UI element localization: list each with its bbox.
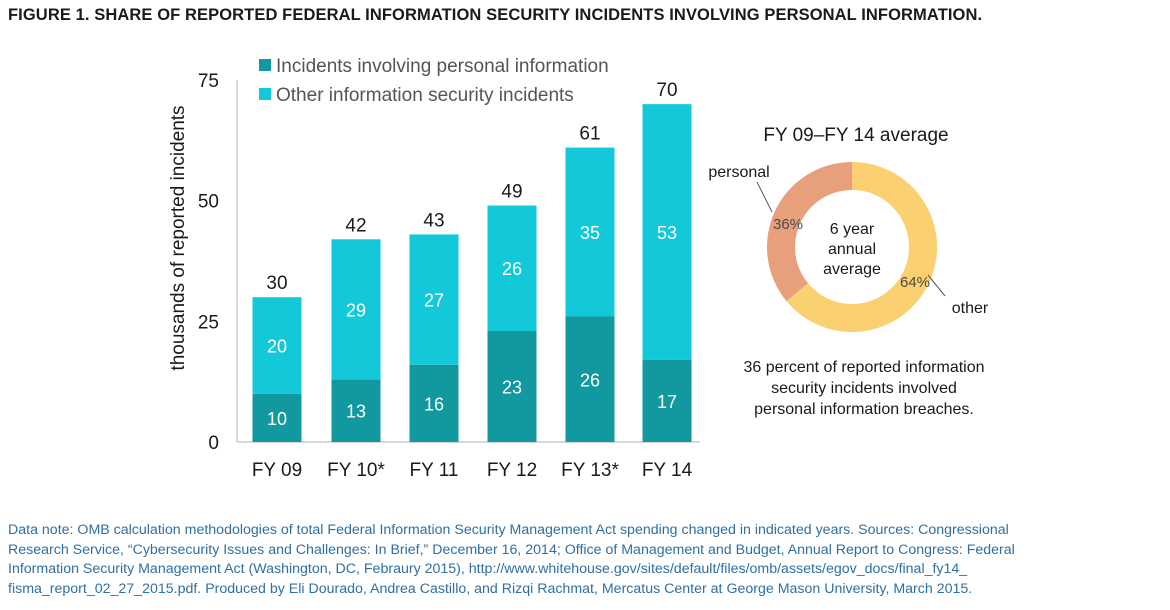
x-tick-label: FY 12 xyxy=(487,460,537,481)
slice-leader-other xyxy=(928,275,945,296)
bar-label-other: 27 xyxy=(424,291,444,311)
bar-label-other: 29 xyxy=(346,300,366,320)
bars: 10 20 30 13 29 42 16 27 43 23 26 49 26 35 61 17 53 70 xyxy=(253,80,692,442)
slice-value-personal: 36% xyxy=(773,216,803,233)
x-tick-label: FY 13* xyxy=(561,460,619,481)
donut-title: FY 09–FY 14 average xyxy=(763,125,948,146)
donut-chart: FY 09–FY 14 average 6 year annual averag… xyxy=(708,125,989,418)
donut-center-line-1: 6 year xyxy=(830,221,875,238)
bar-label-personal: 13 xyxy=(346,402,366,422)
data-note-line-3: Information Security Management Act (Was… xyxy=(8,560,1158,580)
legend: Incidents involving personal information… xyxy=(259,56,609,106)
legend-swatch-other xyxy=(259,88,271,100)
bar-label-other: 20 xyxy=(267,336,287,356)
bar-label-personal: 16 xyxy=(424,394,444,414)
bar-label-personal: 26 xyxy=(580,370,600,390)
bar-total-label: 61 xyxy=(579,124,600,145)
x-tick-label: FY 11 xyxy=(410,460,459,481)
bar-label-personal: 23 xyxy=(502,377,522,397)
y-ticks: 0 25 50 75 xyxy=(198,71,219,454)
slice-leader-personal xyxy=(757,182,772,212)
y-axis-label: thousands of reported incidents xyxy=(168,105,189,370)
data-note-line-2: Research Service, “Cybersecurity Issues … xyxy=(8,541,1158,561)
legend-label-personal: Incidents involving personal information xyxy=(276,56,609,77)
bar-label-other: 53 xyxy=(657,223,677,243)
donut-caption-line-3: personal information breaches. xyxy=(754,401,974,418)
data-note-line-4: fisma_report_02_27_2015.pdf. Produced by… xyxy=(8,580,1158,600)
legend-swatch-personal xyxy=(259,59,271,71)
slice-value-other: 64% xyxy=(900,274,930,291)
donut-center-line-3: average xyxy=(823,261,881,278)
slice-label-personal: personal xyxy=(708,164,769,181)
y-tick-label: 75 xyxy=(198,71,219,92)
data-note: Data note: OMB calculation methodologies… xyxy=(8,521,1158,599)
slice-label-other: other xyxy=(952,300,989,317)
bar-total-label: 70 xyxy=(656,80,677,101)
bar-total-label: 42 xyxy=(345,215,366,236)
donut-caption-line-2: security incidents involved xyxy=(771,380,957,397)
bar-label-personal: 10 xyxy=(267,409,287,429)
figure-chart: thousands of reported incidents 0255075 … xyxy=(0,0,1170,520)
y-tick-label: 50 xyxy=(198,192,219,213)
donut-caption-line-1: 36 percent of reported information xyxy=(743,359,984,376)
bar-label-other: 35 xyxy=(580,223,600,243)
bar-chart: thousands of reported incidents 0255075 … xyxy=(168,56,700,481)
y-tick-label: 25 xyxy=(198,312,219,333)
x-tick-label: FY 10* xyxy=(327,460,385,481)
bar-total-label: 49 xyxy=(501,181,522,202)
x-tick-labels: FY 09 FY 10* FY 11 FY 12 FY 13* FY 14 xyxy=(252,460,693,481)
x-tick-label: FY 09 xyxy=(252,460,302,481)
bar-total-label: 30 xyxy=(266,273,287,294)
bar-label-personal: 17 xyxy=(657,392,677,412)
data-note-line-1: Data note: OMB calculation methodologies… xyxy=(8,521,1158,541)
x-tick-label: FY 14 xyxy=(642,460,693,481)
legend-label-other: Other information security incidents xyxy=(276,85,574,106)
bar-label-other: 26 xyxy=(502,259,522,279)
bar-total-label: 43 xyxy=(423,210,444,231)
donut-center-line-2: annual xyxy=(828,241,876,258)
y-tick-label: 0 xyxy=(208,433,219,454)
